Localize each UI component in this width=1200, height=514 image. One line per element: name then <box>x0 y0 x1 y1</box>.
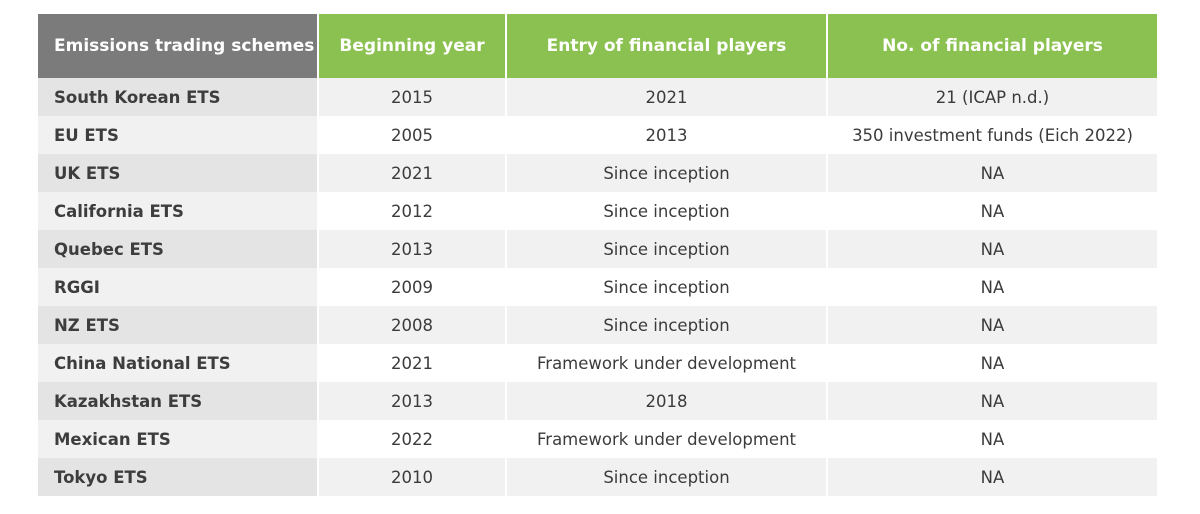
number-financial-players: NA <box>827 344 1157 382</box>
number-financial-players: 350 investment funds (Eich 2022) <box>827 116 1157 154</box>
table-row: Kazakhstan ETS 2013 2018 NA <box>38 382 1157 420</box>
scheme-name: NZ ETS <box>38 306 319 344</box>
table-row: UK ETS 2021 Since inception NA <box>38 154 1157 192</box>
entry-financial-players: Framework under development <box>506 344 828 382</box>
beginning-year: 2005 <box>318 116 507 154</box>
number-financial-players: NA <box>827 154 1157 192</box>
entry-financial-players: Since inception <box>506 458 828 496</box>
header-schemes: Emissions trading schemes <box>38 14 319 78</box>
scheme-name: Tokyo ETS <box>38 458 319 496</box>
table-row: RGGI 2009 Since inception NA <box>38 268 1157 306</box>
beginning-year: 2010 <box>318 458 507 496</box>
scheme-name: Kazakhstan ETS <box>38 382 319 420</box>
entry-financial-players: 2013 <box>506 116 828 154</box>
number-financial-players: NA <box>827 192 1157 230</box>
table-row: Mexican ETS 2022 Framework under develop… <box>38 420 1157 458</box>
entry-financial-players: Framework under development <box>506 420 828 458</box>
beginning-year: 2022 <box>318 420 507 458</box>
entry-financial-players: Since inception <box>506 154 828 192</box>
scheme-name: UK ETS <box>38 154 319 192</box>
beginning-year: 2008 <box>318 306 507 344</box>
table-row: Quebec ETS 2013 Since inception NA <box>38 230 1157 268</box>
scheme-name: EU ETS <box>38 116 319 154</box>
number-financial-players: NA <box>827 420 1157 458</box>
table-row: South Korean ETS 2015 2021 21 (ICAP n.d.… <box>38 78 1157 116</box>
entry-financial-players: Since inception <box>506 306 828 344</box>
number-financial-players: NA <box>827 268 1157 306</box>
entry-financial-players: 2018 <box>506 382 828 420</box>
scheme-name: South Korean ETS <box>38 78 319 116</box>
beginning-year: 2012 <box>318 192 507 230</box>
scheme-name: RGGI <box>38 268 319 306</box>
number-financial-players: NA <box>827 382 1157 420</box>
number-financial-players: NA <box>827 230 1157 268</box>
header-row: Emissions trading schemes Beginning year… <box>38 14 1157 78</box>
scheme-name: Quebec ETS <box>38 230 319 268</box>
beginning-year: 2015 <box>318 78 507 116</box>
scheme-name: Mexican ETS <box>38 420 319 458</box>
ets-table: Emissions trading schemes Beginning year… <box>38 14 1157 496</box>
header-number-financial-players: No. of financial players <box>827 14 1157 78</box>
table-header: Emissions trading schemes Beginning year… <box>38 14 1157 78</box>
table-row: China National ETS 2021 Framework under … <box>38 344 1157 382</box>
table-row: NZ ETS 2008 Since inception NA <box>38 306 1157 344</box>
beginning-year: 2021 <box>318 344 507 382</box>
table-row: Tokyo ETS 2010 Since inception NA <box>38 458 1157 496</box>
entry-financial-players: Since inception <box>506 192 828 230</box>
header-entry-financial-players: Entry of financial players <box>506 14 828 78</box>
number-financial-players: NA <box>827 458 1157 496</box>
table-row: EU ETS 2005 2013 350 investment funds (E… <box>38 116 1157 154</box>
table-body: South Korean ETS 2015 2021 21 (ICAP n.d.… <box>38 78 1157 496</box>
beginning-year: 2013 <box>318 382 507 420</box>
header-beginning-year: Beginning year <box>318 14 507 78</box>
entry-financial-players: Since inception <box>506 268 828 306</box>
number-financial-players: 21 (ICAP n.d.) <box>827 78 1157 116</box>
beginning-year: 2009 <box>318 268 507 306</box>
table-row: California ETS 2012 Since inception NA <box>38 192 1157 230</box>
entry-financial-players: Since inception <box>506 230 828 268</box>
scheme-name: China National ETS <box>38 344 319 382</box>
beginning-year: 2013 <box>318 230 507 268</box>
number-financial-players: NA <box>827 306 1157 344</box>
beginning-year: 2021 <box>318 154 507 192</box>
entry-financial-players: 2021 <box>506 78 828 116</box>
scheme-name: California ETS <box>38 192 319 230</box>
